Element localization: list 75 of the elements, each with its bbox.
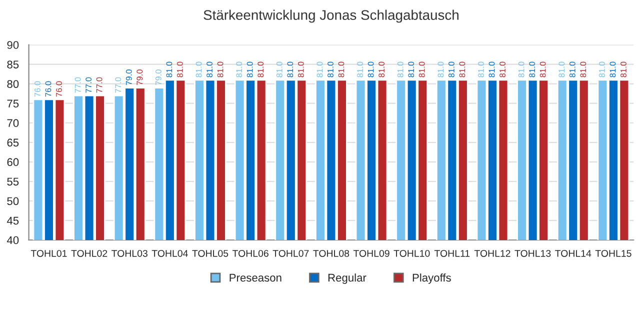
data-label: 81.0 [378, 62, 385, 78]
data-label: 81.0 [287, 62, 294, 78]
data-label: 81.0 [540, 62, 546, 78]
data-label: 81.0 [529, 62, 536, 78]
data-label: 81.0 [418, 62, 425, 78]
data-label: 77.0 [115, 77, 122, 93]
data-label: 77.0 [96, 77, 102, 93]
data-label: 81.0 [328, 62, 334, 78]
x-tick-label: TOHL06 [232, 250, 268, 257]
data-label: 81.0 [166, 62, 172, 78]
data-label: 81.0 [357, 62, 364, 78]
legend-label: Playoffs [412, 273, 451, 284]
data-label: 81.0 [206, 62, 212, 78]
x-tick-label: TOHL12 [474, 250, 510, 257]
data-label: 77.0 [86, 77, 92, 93]
y-tick-label: 60 [7, 158, 19, 166]
y-tick-label: 80 [7, 80, 19, 88]
data-label: 81.0 [217, 62, 224, 78]
data-label: 81.0 [620, 62, 626, 78]
legend-label: Regular [328, 273, 366, 284]
data-label: 81.0 [338, 62, 344, 78]
data-label: 81.0 [368, 62, 374, 78]
x-tick-label: TOHL11 [434, 250, 470, 257]
x-tick-label: TOHL01 [30, 250, 67, 257]
y-tick-label: 85 [7, 60, 19, 68]
y-tick-label: 65 [7, 138, 19, 147]
data-label: 81.0 [258, 62, 264, 78]
x-tick-label: TOHL09 [353, 250, 390, 257]
y-tick-label: 75 [7, 100, 19, 108]
data-label: 81.0 [558, 62, 565, 78]
data-label: 76.0 [34, 81, 40, 97]
data-label: 81.0 [459, 62, 466, 78]
data-label: 81.0 [177, 62, 183, 78]
legend-label: Preseason [230, 274, 282, 282]
data-label: 81.0 [276, 62, 282, 78]
data-label: 81.0 [500, 62, 506, 78]
x-tick-label: TOHL07 [272, 250, 309, 257]
x-tick-label: TOHL05 [192, 250, 228, 257]
data-label: 79.0 [136, 70, 143, 85]
x-tick-label: TOHL15 [595, 250, 632, 257]
data-label: 76.0 [56, 81, 62, 97]
x-tick-label: TOHL08 [313, 250, 350, 257]
y-tick-label: 55 [7, 178, 19, 186]
data-label: 81.0 [246, 62, 253, 78]
data-label: 76.0 [45, 81, 52, 97]
y-tick-label: 70 [7, 119, 19, 128]
x-tick-label: TOHL10 [394, 250, 430, 257]
data-label: 81.0 [580, 62, 586, 78]
y-tick-label: 40 [6, 236, 19, 244]
y-tick-label: 50 [7, 197, 19, 206]
x-tick-label: TOHL13 [514, 250, 551, 257]
chart-title: Stärkeentwicklung Jonas Schlagabtausch [204, 10, 458, 23]
data-label: 81.0 [397, 62, 404, 78]
data-label: 79.0 [156, 70, 162, 85]
y-tick-label: 90 [7, 41, 19, 49]
data-label: 81.0 [599, 62, 605, 78]
data-label: 77.0 [74, 77, 81, 93]
data-label: 81.0 [448, 62, 454, 78]
data-label: 81.0 [610, 62, 616, 78]
data-label: 81.0 [408, 62, 414, 78]
data-label: 81.0 [478, 62, 484, 78]
data-label: 81.0 [569, 62, 576, 78]
y-tick-label: 45 [6, 216, 19, 225]
data-label: 81.0 [518, 62, 524, 78]
data-label: 81.0 [298, 62, 304, 78]
x-tick-label: TOHL03 [112, 250, 148, 257]
data-label: 79.0 [126, 70, 132, 85]
data-label: 81.0 [236, 62, 242, 78]
data-label: 81.0 [316, 62, 323, 78]
x-tick-label: TOHL14 [555, 250, 592, 257]
x-tick-label: TOHL02 [71, 250, 108, 257]
data-label: 81.0 [196, 62, 202, 78]
x-tick-label: TOHL04 [152, 250, 188, 257]
data-label: 81.0 [438, 62, 444, 78]
data-label: 81.0 [488, 62, 495, 78]
